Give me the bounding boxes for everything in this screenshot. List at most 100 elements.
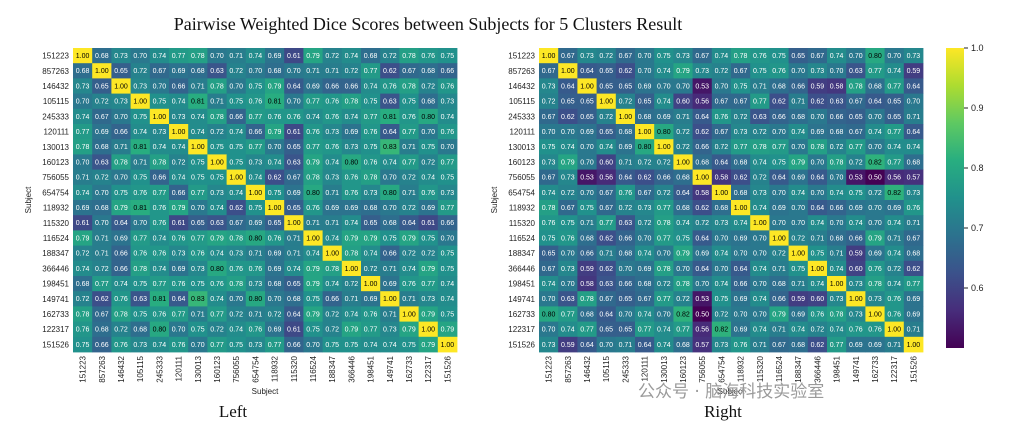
heatmap-cell bbox=[731, 108, 751, 125]
cell-value-label: 0.65 bbox=[268, 220, 282, 227]
x-tick-label: 151223 bbox=[79, 355, 88, 382]
cell-value-label: 1.00 bbox=[542, 53, 556, 60]
heatmap-cell bbox=[788, 184, 809, 201]
cell-value-label: 0.70 bbox=[441, 144, 455, 151]
heatmap-cell bbox=[111, 200, 131, 216]
heatmap-cell bbox=[558, 260, 578, 277]
heatmap-cell bbox=[539, 154, 559, 170]
cell-value-label: 0.77 bbox=[153, 281, 167, 288]
heatmap-cell bbox=[692, 276, 713, 292]
cell-value-label: 0.69 bbox=[172, 266, 186, 273]
cell-value-label: 0.77 bbox=[599, 220, 613, 227]
heatmap-cell bbox=[635, 124, 655, 140]
heatmap-cell bbox=[865, 48, 885, 64]
cell-value-label: 0.72 bbox=[542, 99, 556, 106]
cell-value-label: 1.00 bbox=[95, 68, 109, 75]
cell-value-label: 0.79 bbox=[345, 235, 359, 242]
heatmap-cell bbox=[437, 169, 458, 186]
heatmap-cell bbox=[188, 306, 208, 322]
heatmap-cell bbox=[322, 124, 343, 140]
cell-value-label: 0.63 bbox=[133, 296, 147, 303]
cell-value-label: 0.70 bbox=[153, 83, 167, 90]
cell-value-label: 0.78 bbox=[76, 144, 90, 151]
cell-value-label: 1.00 bbox=[306, 235, 320, 242]
heatmap-cell bbox=[711, 169, 732, 186]
cell-value-label: 0.66 bbox=[287, 342, 301, 349]
cell-value-label: 0.65 bbox=[95, 83, 109, 90]
heatmap-cell bbox=[615, 200, 636, 216]
cell-value-label: 0.71 bbox=[76, 175, 90, 182]
cell-value-label: 0.77 bbox=[402, 129, 416, 136]
cell-value-label: 0.82 bbox=[868, 159, 882, 166]
heatmap-cell bbox=[73, 124, 93, 140]
heatmap-cell bbox=[558, 215, 578, 231]
cell-value-label: 0.76 bbox=[561, 235, 575, 242]
y-tick-label: 151526 bbox=[42, 340, 69, 349]
cell-value-label: 0.74 bbox=[753, 159, 767, 166]
cell-value-label: 0.77 bbox=[153, 190, 167, 197]
heatmap-cell bbox=[673, 321, 693, 338]
heatmap-cell bbox=[673, 291, 693, 307]
cell-value-label: 0.65 bbox=[599, 327, 613, 334]
cell-value-label: 0.71 bbox=[753, 342, 767, 349]
cell-value-label: 0.77 bbox=[133, 235, 147, 242]
cell-value-label: 0.69 bbox=[364, 296, 378, 303]
heatmap-cell bbox=[284, 306, 304, 322]
heatmap-cell bbox=[865, 306, 885, 322]
heatmap-cell bbox=[92, 260, 112, 277]
cell-value-label: 0.70 bbox=[383, 205, 397, 212]
cell-value-label: 0.74 bbox=[887, 220, 901, 227]
x-tick-label: 146432 bbox=[583, 355, 592, 382]
heatmap-cell bbox=[149, 200, 170, 216]
heatmap-cell bbox=[188, 48, 208, 64]
heatmap-cell bbox=[615, 63, 636, 79]
x-tick-label: 198451 bbox=[833, 355, 842, 382]
heatmap-cell bbox=[635, 260, 655, 277]
cell-value-label: 0.66 bbox=[772, 296, 786, 303]
heatmap-cell bbox=[380, 306, 400, 322]
heatmap-cell bbox=[654, 321, 674, 338]
y-tick-label: 146432 bbox=[508, 82, 535, 91]
heatmap-cell bbox=[322, 169, 343, 186]
heatmap-cell bbox=[846, 154, 866, 170]
cell-value-label: 0.78 bbox=[811, 144, 825, 151]
heatmap-cell bbox=[903, 215, 924, 231]
cell-value-label: 0.67 bbox=[95, 311, 109, 318]
heatmap-cell bbox=[284, 63, 304, 79]
cell-value-label: 0.74 bbox=[210, 251, 224, 258]
cell-value-label: 0.79 bbox=[772, 311, 786, 318]
heatmap-cell bbox=[265, 215, 285, 231]
cell-value-label: 0.70 bbox=[580, 144, 594, 151]
cell-value-label: 0.69 bbox=[172, 68, 186, 75]
heatmap-cell bbox=[884, 184, 905, 201]
heatmap-cell bbox=[577, 321, 597, 338]
cell-value-label: 0.72 bbox=[887, 266, 901, 273]
cell-value-label: 0.72 bbox=[95, 99, 109, 106]
heatmap-cell bbox=[303, 169, 323, 186]
cell-value-label: 0.76 bbox=[325, 99, 339, 106]
heatmap-cell bbox=[692, 48, 713, 64]
cell-value-label: 0.68 bbox=[676, 205, 690, 212]
cell-value-label: 0.62 bbox=[695, 129, 709, 136]
cell-value-label: 1.00 bbox=[268, 205, 282, 212]
chart-title: Pairwise Weighted Dice Scores between Su… bbox=[174, 14, 683, 34]
cell-value-label: 0.53 bbox=[695, 83, 709, 90]
cell-value-label: 0.75 bbox=[306, 296, 320, 303]
cell-value-label: 0.64 bbox=[402, 220, 416, 227]
cell-value-label: 0.66 bbox=[172, 190, 186, 197]
x-axis-label-right: Subject bbox=[718, 387, 745, 396]
heatmap-cell bbox=[827, 215, 847, 231]
cell-value-label: 0.71 bbox=[345, 296, 359, 303]
heatmap-cell bbox=[750, 169, 770, 186]
heatmap-cell bbox=[341, 321, 362, 338]
cell-value-label: 0.79 bbox=[441, 327, 455, 334]
cell-value-label: 0.77 bbox=[249, 144, 263, 151]
heatmap-cell bbox=[673, 63, 693, 79]
heatmap-cell bbox=[169, 124, 189, 140]
cell-value-label: 0.72 bbox=[715, 311, 729, 318]
cell-value-label: 0.79 bbox=[421, 311, 435, 318]
cell-value-label: 0.61 bbox=[287, 53, 301, 60]
heatmap-cell bbox=[130, 336, 151, 353]
cell-value-label: 0.74 bbox=[734, 220, 748, 227]
heatmap-cell bbox=[635, 78, 655, 94]
